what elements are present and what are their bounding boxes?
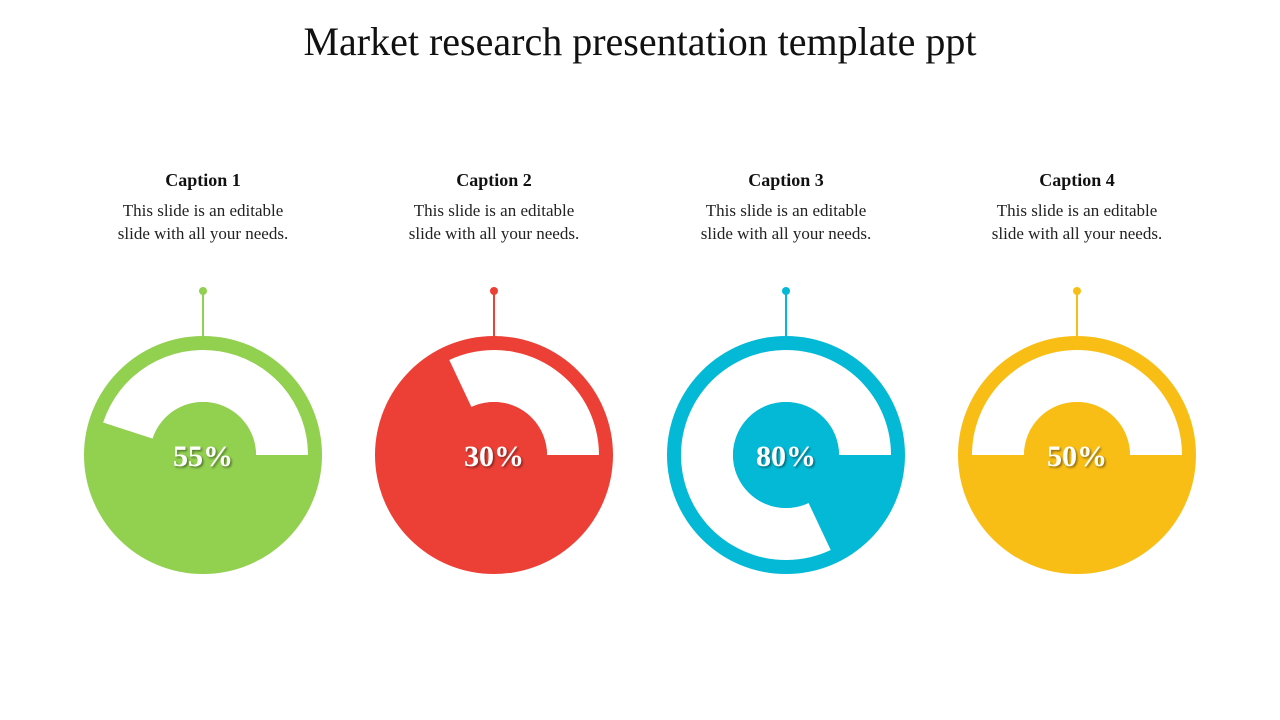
gauge-empty-sector [681, 350, 891, 560]
percent-label: 30% [464, 440, 524, 473]
caption-block-1: Caption 1 This slide is an editable slide… [73, 170, 333, 245]
gauge-center [733, 402, 839, 508]
gauge-center [150, 402, 256, 508]
pointer-dot [782, 287, 790, 295]
gauge-empty-sector [449, 350, 599, 455]
gauge-center [1024, 402, 1130, 508]
caption-text: This slide is an editable slide with all … [991, 201, 1163, 243]
caption-text: This slide is an editable slide with all … [700, 201, 872, 243]
caption-title: Caption 4 [1039, 170, 1115, 190]
gauge-center [441, 402, 547, 508]
pointer-dot [490, 287, 498, 295]
percent-label: 50% [1047, 440, 1107, 473]
caption-block-2: Caption 2 This slide is an editable slide… [364, 170, 624, 245]
caption-block-4: Caption 4 This slide is an editable slide… [947, 170, 1207, 245]
gauge-empty-sector [103, 350, 308, 455]
caption-title: Caption 2 [456, 170, 532, 190]
pointer-dot [1073, 287, 1081, 295]
percent-label: 55% [173, 440, 233, 473]
caption-text: This slide is an editable slide with all … [408, 201, 580, 243]
percent-label: 80% [756, 440, 816, 473]
caption-block-3: Caption 3 This slide is an editable slide… [656, 170, 916, 245]
caption-text: This slide is an editable slide with all … [117, 201, 289, 243]
caption-title: Caption 1 [165, 170, 241, 190]
caption-title: Caption 3 [748, 170, 824, 190]
pointer-dot [199, 287, 207, 295]
gauge-empty-sector [972, 349, 1182, 455]
slide-title: Market research presentation template pp… [303, 19, 977, 64]
